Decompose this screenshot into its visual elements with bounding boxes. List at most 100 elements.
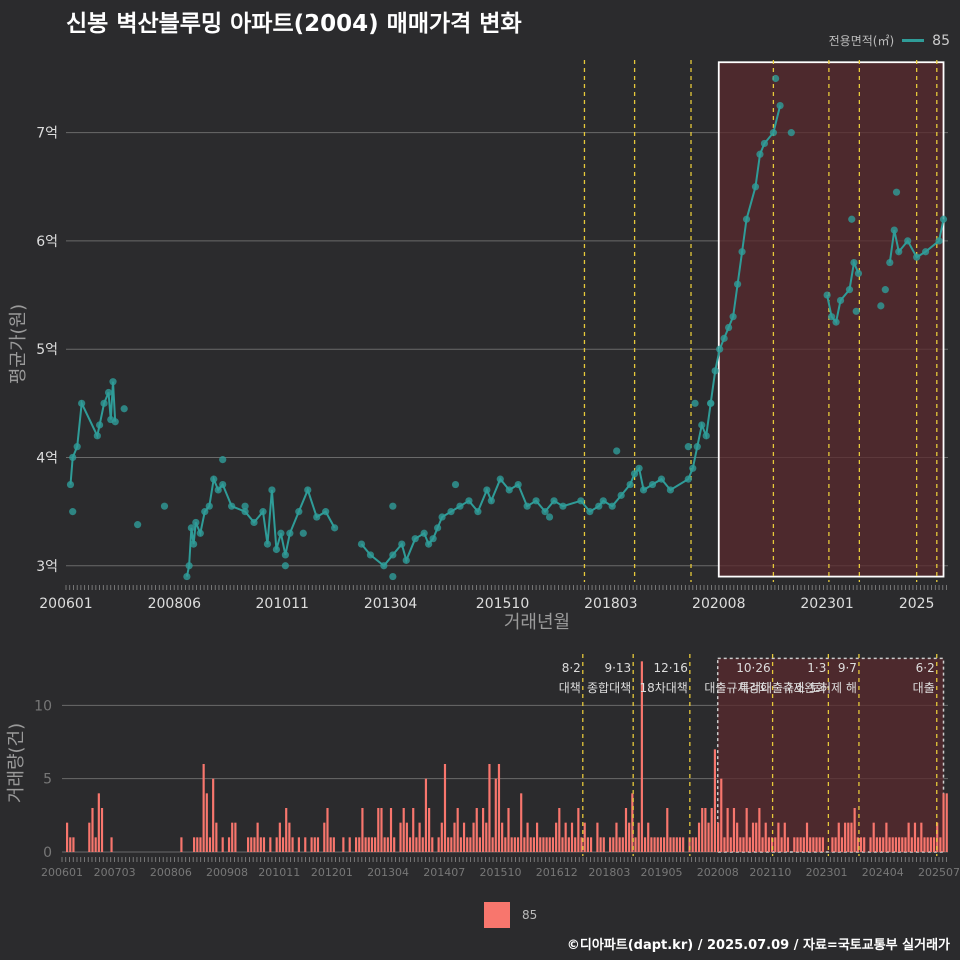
volume-bar [399, 822, 402, 852]
data-point [541, 508, 549, 516]
volume-bar [691, 837, 694, 852]
volume-bar [650, 837, 653, 852]
data-point [78, 399, 86, 407]
volume-bar [462, 822, 466, 852]
x-tick-label: 201510 [476, 596, 529, 612]
data-point [693, 443, 701, 451]
volume-bar [466, 837, 469, 852]
policy-date-label: 10·26 [736, 661, 770, 675]
volume-bar [520, 793, 523, 852]
data-point [850, 258, 858, 267]
volume-bar [424, 778, 428, 852]
volume-bar [764, 822, 767, 852]
data-point [214, 486, 222, 494]
volume-bar [278, 822, 281, 852]
data-point [939, 215, 948, 223]
volume-bar [815, 837, 818, 852]
data-point [73, 443, 81, 451]
data-point [711, 367, 719, 375]
y-tick-label: 4억 [36, 450, 58, 466]
data-point [389, 551, 397, 559]
volume-bar [818, 837, 821, 852]
volume-bar [297, 837, 300, 852]
volume-bar [443, 764, 447, 852]
policy-name-label: 종합대책 [587, 680, 631, 695]
x-tick-label: 202008 [697, 866, 739, 879]
volume-bar [564, 822, 567, 852]
volume-bar [767, 837, 770, 852]
data-point [657, 475, 666, 483]
x-tick-label: 201201 [311, 866, 353, 879]
volume-bar [110, 837, 113, 852]
volume-bar [380, 808, 383, 852]
volume-bar [694, 837, 697, 852]
volume-bar [501, 822, 504, 852]
data-point [451, 480, 460, 489]
volume-bar [701, 808, 704, 852]
y-axis-title: 평균가(원) [8, 304, 29, 384]
volume-bar [628, 822, 631, 852]
data-point [402, 556, 410, 564]
price-line-chart: 3억 4억 5억 6억 7억 200601 200806 201011 201304 201510… [8, 60, 948, 633]
y-tick-label: 3억 [36, 559, 58, 575]
data-point [626, 480, 634, 489]
data-point [241, 502, 249, 510]
data-point [684, 475, 692, 483]
volume-bar [574, 837, 577, 852]
volume-bar [589, 837, 593, 852]
data-point [514, 480, 522, 489]
data-point [689, 464, 697, 472]
data-point [550, 497, 558, 505]
volume-bar [275, 837, 278, 852]
data-point [617, 491, 625, 499]
volume-bar [523, 837, 526, 852]
data-point [434, 524, 442, 532]
volume-bar [945, 793, 948, 852]
volume-bar [904, 837, 907, 852]
volume-bar [472, 822, 475, 852]
data-point [187, 524, 195, 532]
volume-bar [891, 837, 894, 852]
volume-bar [621, 837, 624, 852]
data-point [742, 215, 751, 223]
x-tick-label: 200908 [206, 866, 248, 879]
volume-bar [262, 837, 266, 852]
volume-bar [199, 837, 202, 852]
volume-bar [567, 837, 570, 852]
volume-bar [920, 822, 923, 852]
data-point [93, 432, 101, 440]
data-point [411, 535, 419, 543]
volume-bar [758, 808, 761, 852]
volume-bar [431, 837, 434, 852]
volume-bar [669, 837, 672, 852]
volume-bar [326, 808, 329, 852]
volume-bar [742, 837, 745, 852]
volume-bar [739, 837, 742, 852]
volume-bar [510, 837, 513, 852]
data-point [425, 540, 433, 548]
legend-title: 전용면적(㎡) [828, 34, 895, 48]
data-point [496, 475, 504, 483]
volume-bar [688, 837, 691, 852]
volume-bar [840, 837, 844, 852]
policy-name-label: 대출규제강화 [704, 681, 770, 695]
data-point [881, 286, 889, 294]
bar-legend-swatch [484, 902, 510, 928]
data-point [398, 540, 406, 548]
data-point [595, 502, 603, 510]
y-axis-title: 거래량(건) [6, 723, 27, 803]
volume-bar [704, 808, 707, 852]
data-point [241, 508, 249, 516]
volume-bar [256, 822, 259, 852]
volume-bar [291, 837, 294, 852]
policy-name-label: 규제완화 [782, 681, 826, 695]
data-point [69, 453, 77, 462]
data-point [716, 345, 724, 353]
x-tick-label: 200601 [39, 596, 92, 612]
volume-bar [247, 837, 250, 852]
volume-bar [386, 837, 389, 852]
data-point [69, 508, 77, 516]
volume-bar [316, 837, 320, 852]
volume-bar [542, 837, 545, 852]
volume-bar [643, 837, 647, 852]
